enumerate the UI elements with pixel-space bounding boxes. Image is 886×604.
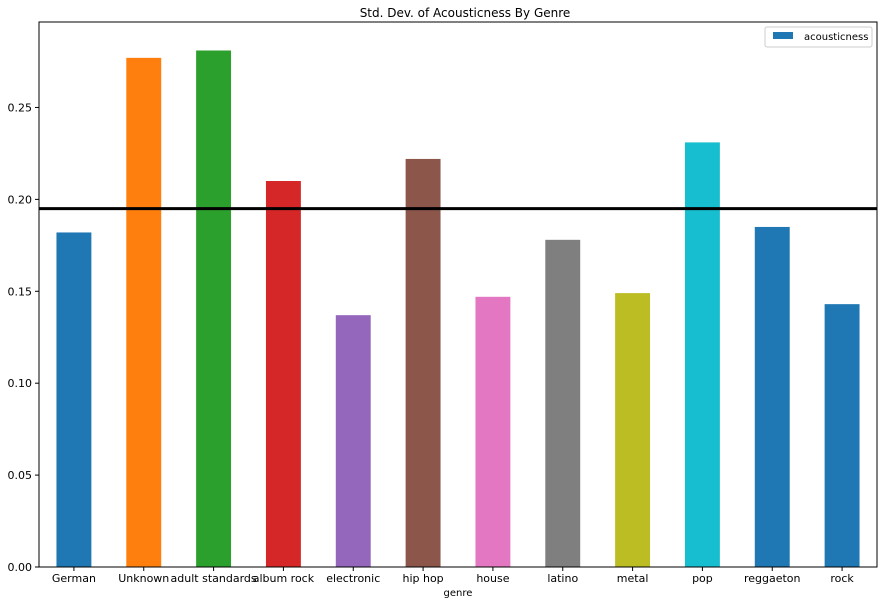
bar-house [475, 296, 511, 567]
y-tick-label: 0.20 [8, 193, 33, 206]
x-axis-label: genre [444, 588, 473, 599]
x-tick-label: electronic [326, 572, 380, 585]
plot-area-frame [38, 21, 878, 568]
bar-pop [684, 142, 720, 567]
y-axis-ticks: 0.00 0.05 0.10 0.15 0.20 0.25 [8, 101, 39, 574]
x-tick-label: metal [617, 572, 649, 585]
x-tick-label: German [52, 572, 96, 585]
bar-unknown [126, 57, 162, 567]
x-tick-label: album rock [253, 572, 315, 585]
bar-reggaeton [754, 226, 790, 568]
bar-album-rock [265, 180, 301, 567]
bar-latino [545, 239, 581, 567]
x-tick-label: house [476, 572, 509, 585]
bar-adult-standards [196, 50, 232, 568]
bar-electronic [335, 315, 371, 567]
y-tick-label: 0.15 [8, 285, 33, 298]
x-tick-label: pop [692, 572, 713, 585]
y-tick-label: 0.05 [8, 469, 33, 482]
x-tick-label: Unknown [118, 572, 169, 585]
y-tick-label: 0.10 [8, 377, 33, 390]
bar-hip-hop [405, 158, 441, 568]
legend-swatch [773, 32, 793, 39]
y-tick-label: 0.25 [8, 101, 33, 114]
x-tick-label: adult standards [171, 572, 257, 585]
bars-group [56, 50, 860, 568]
bar-metal [615, 293, 651, 567]
bar-rock [824, 304, 860, 567]
x-tick-label: rock [830, 572, 854, 585]
bar-german [56, 232, 92, 567]
y-tick-label: 0.00 [8, 561, 33, 574]
x-tick-label: latino [547, 572, 578, 585]
x-tick-label: hip hop [402, 572, 443, 585]
chart-title: Std. Dev. of Acousticness By Genre [360, 6, 571, 20]
legend: acousticness [764, 26, 873, 48]
x-tick-label: reggaeton [744, 572, 801, 585]
legend-entry-label: acousticness [804, 32, 868, 43]
